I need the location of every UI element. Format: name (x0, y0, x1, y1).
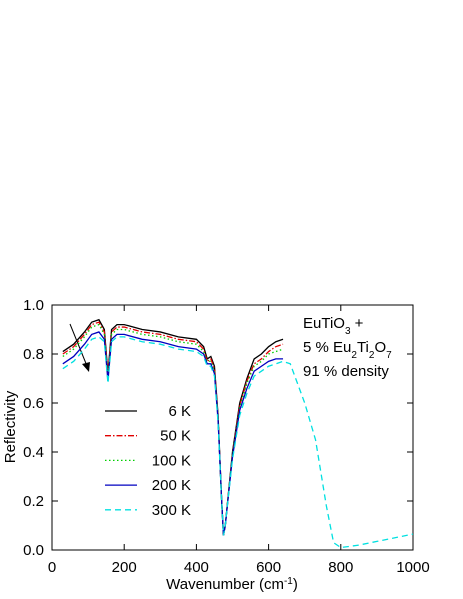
y-axis-title: Reflectivity (2, 390, 19, 463)
arrow-head (82, 362, 90, 372)
arrow (69, 323, 88, 367)
annotation-part: + (351, 315, 364, 332)
x-tick-label: 0 (48, 559, 56, 576)
plot-frame (51, 304, 414, 551)
label-part: Wavenumber (cm (166, 576, 284, 593)
x-tick-label: 800 (328, 559, 353, 576)
x-tick-label: 200 (112, 559, 137, 576)
legend-label: 300 K (152, 502, 191, 519)
subscript: 2 (369, 350, 375, 361)
x-axis-title: Wavenumber (cm-1) (166, 576, 298, 594)
annotation-part: EuTiO (303, 315, 345, 332)
x-tick-label: 400 (184, 559, 209, 576)
annotation-part: 91 % density (303, 363, 389, 380)
series-line (62, 318, 284, 536)
x-tick-label: 600 (256, 559, 281, 576)
annotation-part: 5 % Eu (303, 339, 351, 356)
y-tick-label: 0.2 (23, 493, 44, 510)
legend-label: 6 K (168, 403, 191, 420)
annotation: 91 % density (303, 363, 389, 380)
annotation-part: O (374, 339, 386, 356)
legend-label: 200 K (152, 477, 191, 494)
y-tick-label: 0.6 (23, 395, 44, 412)
subscript: 2 (351, 350, 357, 361)
superscript: -1 (284, 576, 293, 587)
annotation-part: Ti (357, 339, 369, 356)
series-line (62, 336, 414, 549)
series-line (62, 321, 284, 536)
series-line (62, 331, 284, 536)
annotation: 5 % Eu2Ti2O7 (303, 339, 392, 361)
y-tick-label: 0.8 (23, 346, 44, 363)
annotation: EuTiO3 + (303, 315, 364, 337)
x-tick-label: 1000 (396, 559, 429, 576)
legend-label: 50 K (160, 428, 191, 445)
legend-label: 100 K (152, 452, 191, 469)
label-part: ) (293, 576, 298, 593)
y-tick-label: 0.0 (23, 542, 44, 559)
subscript: 3 (345, 326, 351, 337)
y-tick-label: 0.4 (23, 444, 44, 461)
series-line (62, 323, 284, 536)
y-tick-label: 1.0 (23, 297, 44, 314)
subscript: 7 (386, 350, 392, 361)
